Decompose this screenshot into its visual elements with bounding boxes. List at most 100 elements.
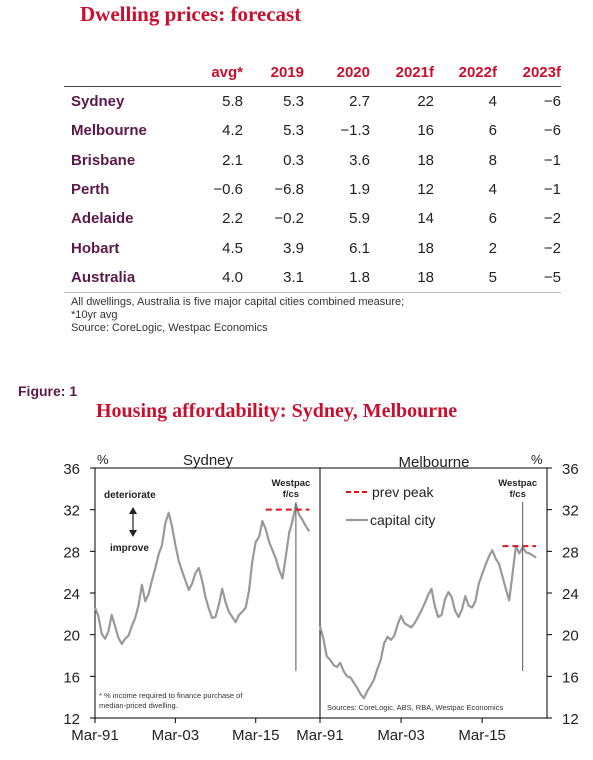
header-2020: 2020 xyxy=(336,63,370,81)
y-tick-label-right: 28 xyxy=(562,544,579,561)
table-cell: 5.3 xyxy=(283,93,304,111)
table-cell: −6.8 xyxy=(274,181,304,199)
table-cell: 4 xyxy=(488,93,497,111)
y-tick-label-right: 12 xyxy=(562,711,579,728)
table-cell: 2.1 xyxy=(222,151,243,169)
plot-frame xyxy=(94,467,548,719)
table-cell: 5.3 xyxy=(283,122,304,140)
table-cell: 5.8 xyxy=(222,93,243,111)
y-tick-label-left: 32 xyxy=(63,503,80,520)
table-row: Adelaide 2.2 −0.2 5.9 14 6 −2 xyxy=(64,204,561,233)
table-cell: −0.2 xyxy=(274,210,304,228)
table-cell: 18 xyxy=(417,239,434,257)
panel-title-sydney: Sydney xyxy=(183,452,234,469)
table-cell: −2 xyxy=(543,239,561,257)
table-cell: −1 xyxy=(543,181,561,199)
table-cell: 6.1 xyxy=(349,239,370,257)
row-city: Australia xyxy=(71,268,136,286)
table-cell: 16 xyxy=(417,122,434,140)
table-cell: 4 xyxy=(488,181,497,199)
table-row: Brisbane 2.1 0.3 3.6 18 8 −1 xyxy=(64,146,561,175)
y-tick-label-left: 24 xyxy=(63,586,80,603)
capital-city-line xyxy=(93,503,311,646)
forecast-label: Westpac xyxy=(271,478,310,489)
y-tick-label-left: 12 xyxy=(63,711,80,728)
row-city: Perth xyxy=(71,181,110,199)
y-tick-label-left: 20 xyxy=(63,628,80,645)
y-tick-label-left: 28 xyxy=(63,544,80,561)
sydney-footnote: * % income required to finance purchase … xyxy=(99,691,243,700)
forecast-label: f/cs xyxy=(509,489,525,500)
table-cell: 1.8 xyxy=(349,268,370,286)
table-cell: 4.2 xyxy=(222,122,243,140)
x-tick-label: Mar-03 xyxy=(152,727,200,744)
table-row: Perth −0.6 −6.8 1.9 12 4 −1 xyxy=(64,175,561,204)
header-2022f: 2022f xyxy=(458,63,497,81)
forecast-label: Westpac xyxy=(498,478,537,489)
arrow-up-icon xyxy=(129,507,137,514)
table-cell: 18 xyxy=(417,151,434,169)
header-2021f: 2021f xyxy=(395,63,434,81)
y-tick-label-right: 32 xyxy=(562,503,579,520)
table-cell: −6 xyxy=(543,93,561,111)
forecast-label: f/cs xyxy=(283,489,299,500)
forecast-table: avg* 2019 2020 2021f 2022f 2023f Sydney 5… xyxy=(64,58,561,293)
table-cell: 4.0 xyxy=(222,268,243,286)
y-tick-label-right: 36 xyxy=(562,461,579,478)
table-cell: 12 xyxy=(417,181,434,199)
y-tick-label-right: 20 xyxy=(562,628,579,645)
legend-label-prev-peak: prev peak xyxy=(372,484,434,500)
table-row: Hobart 4.5 3.9 6.1 18 2 −2 xyxy=(64,233,561,262)
table-cell: −6 xyxy=(543,122,561,140)
row-city: Hobart xyxy=(71,239,120,257)
affordability-chart: 12 12 16 16 20 20 24 24 28 28 32 32 36 36% % Sydney Melb… xyxy=(63,452,578,744)
table-cell: 4.5 xyxy=(222,239,243,257)
table-cell: 3.1 xyxy=(283,268,304,286)
table-cell: 2 xyxy=(488,239,497,257)
table-note: Source: CoreLogic, Westpac Economics xyxy=(71,322,268,334)
table-cell: 3.6 xyxy=(349,151,370,169)
panel-title-melbourne: Melbourne xyxy=(399,454,470,471)
y-tick-label-left: 16 xyxy=(63,669,80,686)
table-cell: 18 xyxy=(417,268,434,286)
arrow-down-icon xyxy=(129,530,137,537)
chart-texts: 12 12 16 16 20 20 24 24 28 28 32 32 36 36% % Sydney Melb… xyxy=(63,452,578,744)
x-tick-label: Mar-91 xyxy=(71,727,119,744)
melbourne-source-note: Sources: CoreLogic, ABS, RBA, Westpac Ec… xyxy=(327,703,503,712)
table-cell: −2 xyxy=(543,210,561,228)
table-cell: 22 xyxy=(417,93,434,111)
y-tick-label-right: 24 xyxy=(562,586,579,603)
deteriorate-label: deteriorate xyxy=(104,490,156,501)
table-cell: −5 xyxy=(543,268,561,286)
header-blank xyxy=(64,58,181,87)
chart-axes xyxy=(90,467,552,723)
table-cell: 6 xyxy=(488,210,497,228)
table-note: All dwellings, Australia is five major c… xyxy=(71,296,405,308)
sydney-footnote: median-priced dwelling. xyxy=(99,701,178,710)
table-cell: 0.3 xyxy=(283,151,304,169)
header-2019: 2019 xyxy=(270,63,304,81)
y-tick-label-right: 16 xyxy=(562,669,579,686)
legend-label-capital-city: capital city xyxy=(370,512,435,528)
x-tick-label: Mar-91 xyxy=(296,727,344,744)
row-city: Adelaide xyxy=(71,210,134,228)
table-cell: 14 xyxy=(417,210,434,228)
table-cell: 3.9 xyxy=(283,239,304,257)
table-row: Melbourne 4.2 5.3 −1.3 16 6 −6 xyxy=(64,116,561,145)
table-cell: 8 xyxy=(488,151,497,169)
x-tick-label: Mar-03 xyxy=(377,727,425,744)
row-city: Sydney xyxy=(71,93,125,111)
table-cell: 1.9 xyxy=(349,181,370,199)
table-cell: 5 xyxy=(488,268,497,286)
capital-city-line xyxy=(318,545,537,700)
y-tick-label-left: 36 xyxy=(63,461,80,478)
table-row: Australia 4.0 3.1 1.8 18 5 −5 xyxy=(64,263,561,293)
figure-label: Figure: 1 xyxy=(18,383,78,399)
table-cell: −1.3 xyxy=(340,122,370,140)
table-note: *10yr avg xyxy=(71,309,118,321)
table-cell: −1 xyxy=(543,151,561,169)
chart-title: Housing affordability: Sydney, Melbourne xyxy=(96,400,458,422)
table-row: Sydney 5.8 5.3 2.7 22 4 −6 xyxy=(64,87,561,117)
table-cell: 5.9 xyxy=(349,210,370,228)
table-title: Dwelling prices: forecast xyxy=(80,2,302,26)
